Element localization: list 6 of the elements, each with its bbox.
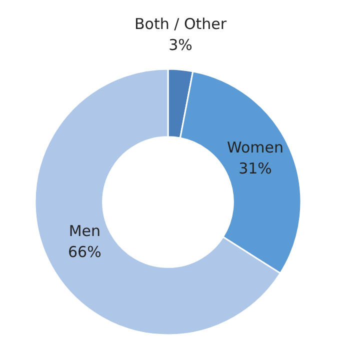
slice-label: Both / Other — [134, 15, 228, 33]
slice-label: Men — [68, 222, 101, 240]
slice-label: Women — [227, 138, 284, 156]
data-label: 31% — [238, 159, 272, 178]
data-label: 66% — [68, 242, 102, 261]
data-label: 3% — [168, 36, 192, 54]
